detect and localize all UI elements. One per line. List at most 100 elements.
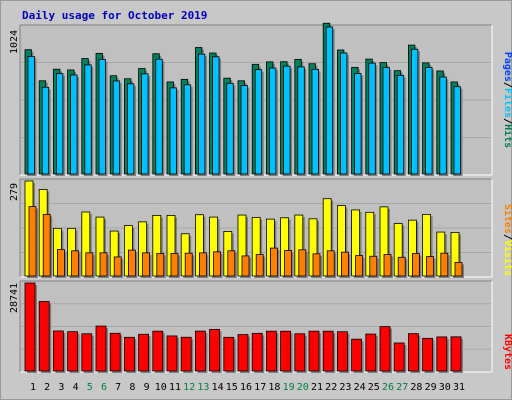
kbytes-bar-day-1-body	[24, 282, 36, 372]
files-bar-day-9	[141, 73, 151, 176]
kbytes-bar-day-11	[166, 335, 179, 373]
kbytes-bar-day-27	[393, 342, 407, 373]
day-label-29: 29	[425, 382, 437, 393]
files-bar-day-15-body	[226, 82, 234, 175]
files-bar-day-9-body	[141, 73, 149, 175]
kbytes-bar-day-28	[407, 333, 421, 373]
sites-bar-day-14-body	[213, 251, 222, 277]
hits-files-pages-series-label-part-1: Pages	[502, 52, 512, 82]
files-bar-day-13	[197, 53, 207, 176]
files-bar-day-23-body	[339, 52, 348, 175]
day-label-11: 11	[169, 382, 181, 393]
kbytes-bar-day-31	[450, 336, 463, 373]
files-bar-day-7-body	[112, 80, 121, 175]
sites-bar-day-4-body	[71, 250, 79, 277]
sites-bar-day-27	[397, 256, 408, 278]
day-label-16: 16	[240, 382, 252, 393]
kbytes-bar-day-25	[365, 333, 378, 373]
files-bar-day-26	[382, 67, 392, 176]
sites-bar-day-1-body	[28, 206, 37, 277]
kbytes-bar-day-8-body	[124, 336, 135, 372]
kbytes-bar-day-5	[81, 333, 94, 373]
files-bar-day-1-body	[27, 56, 35, 175]
kbytes-bar-day-11-body	[166, 335, 178, 372]
kbytes-bar-day-6	[95, 325, 108, 373]
files-bar-day-14	[212, 56, 222, 176]
sites-bar-day-3-body	[57, 249, 65, 277]
files-bar-day-10	[155, 58, 165, 176]
files-bar-day-19	[283, 65, 293, 176]
kbytes-bar-day-13	[194, 330, 208, 373]
kbytes-bar-day-29	[422, 337, 435, 373]
sites-bar-day-25-body	[369, 255, 378, 277]
files-bar-day-20	[297, 66, 307, 176]
files-bar-day-25	[368, 62, 378, 176]
kbytes-bar-day-10-body	[152, 330, 164, 372]
sites-bar-day-10	[156, 253, 166, 278]
files-bar-day-4	[70, 74, 80, 176]
sites-bar-day-11	[170, 253, 180, 278]
files-bar-day-5-body	[84, 64, 92, 175]
hits-files-pages-series-label-part-5: Hits	[502, 124, 512, 148]
files-bar-day-17	[254, 69, 264, 176]
kbytes-bar-day-20	[294, 333, 307, 373]
visits-sites-series-label: Sites/Visits	[502, 204, 512, 276]
sites-bar-day-20-body	[298, 249, 307, 277]
kbytes-bar-day-17	[251, 332, 265, 373]
sites-bar-day-25	[369, 255, 379, 278]
sites-bar-day-17	[255, 254, 266, 278]
sites-bar-day-6	[99, 252, 109, 278]
kbytes-bar-day-14	[209, 328, 222, 373]
sites-bar-day-16	[241, 255, 251, 278]
sites-bar-day-24	[355, 255, 365, 278]
sites-bar-day-18-body	[269, 247, 278, 277]
kbytes-bar-day-7-body	[109, 332, 121, 372]
kbytes-bar-day-25-body	[365, 333, 377, 372]
day-label-6: 6	[101, 382, 107, 393]
day-label-26: 26	[382, 382, 394, 393]
sites-bar-day-27-body	[397, 256, 406, 277]
sites-bar-day-4	[71, 250, 81, 278]
day-label-30: 30	[439, 382, 451, 393]
files-bar-day-30	[439, 76, 449, 176]
sites-bar-day-8	[127, 249, 138, 278]
files-bar-day-10-body	[155, 58, 163, 175]
sites-bar-day-30	[440, 252, 450, 278]
kbytes-bar-day-12-body	[180, 336, 192, 372]
files-bar-day-8	[127, 83, 136, 176]
files-bar-day-31	[453, 86, 463, 176]
kbytes-bar-day-3	[53, 330, 66, 373]
files-bar-day-3	[56, 73, 65, 176]
sites-bar-day-16-body	[241, 255, 250, 277]
sites-bar-day-23	[340, 251, 351, 278]
kbytes-bar-day-7	[109, 332, 123, 373]
kbytes-bar-day-4	[67, 331, 80, 373]
kbytes-bar-day-18-body	[265, 330, 277, 372]
files-bar-day-27-body	[396, 75, 405, 175]
kbytes-bar-day-2-body	[38, 301, 50, 372]
kbytes-bar-day-15-body	[223, 336, 235, 372]
files-bar-day-24	[354, 73, 364, 176]
sites-bar-day-15	[227, 250, 237, 278]
files-bar-day-24-body	[354, 73, 362, 175]
kbytes-ymax-label: 28741	[9, 283, 20, 313]
sites-bar-day-9-body	[142, 252, 151, 277]
sites-bar-day-24-body	[355, 255, 364, 277]
sites-bar-day-21-body	[312, 253, 321, 277]
day-label-12: 12	[183, 382, 195, 393]
day-label-24: 24	[354, 382, 366, 393]
kbytes-bar-day-24	[351, 338, 364, 373]
sites-bar-day-7	[113, 256, 124, 278]
files-bar-day-31-body	[453, 86, 461, 175]
sites-bar-day-11-body	[170, 253, 179, 277]
files-bar-day-28	[410, 48, 420, 176]
day-label-20: 20	[297, 382, 309, 393]
sites-bar-day-9	[142, 252, 152, 278]
sites-bar-day-20	[298, 249, 308, 278]
sites-bar-day-12-body	[184, 252, 193, 277]
kbytes-bar-day-4-body	[67, 331, 78, 372]
files-bar-day-22	[325, 26, 335, 176]
files-bar-day-1	[27, 56, 37, 176]
day-label-13: 13	[197, 382, 209, 393]
kbytes-bar-day-24-body	[351, 338, 363, 372]
